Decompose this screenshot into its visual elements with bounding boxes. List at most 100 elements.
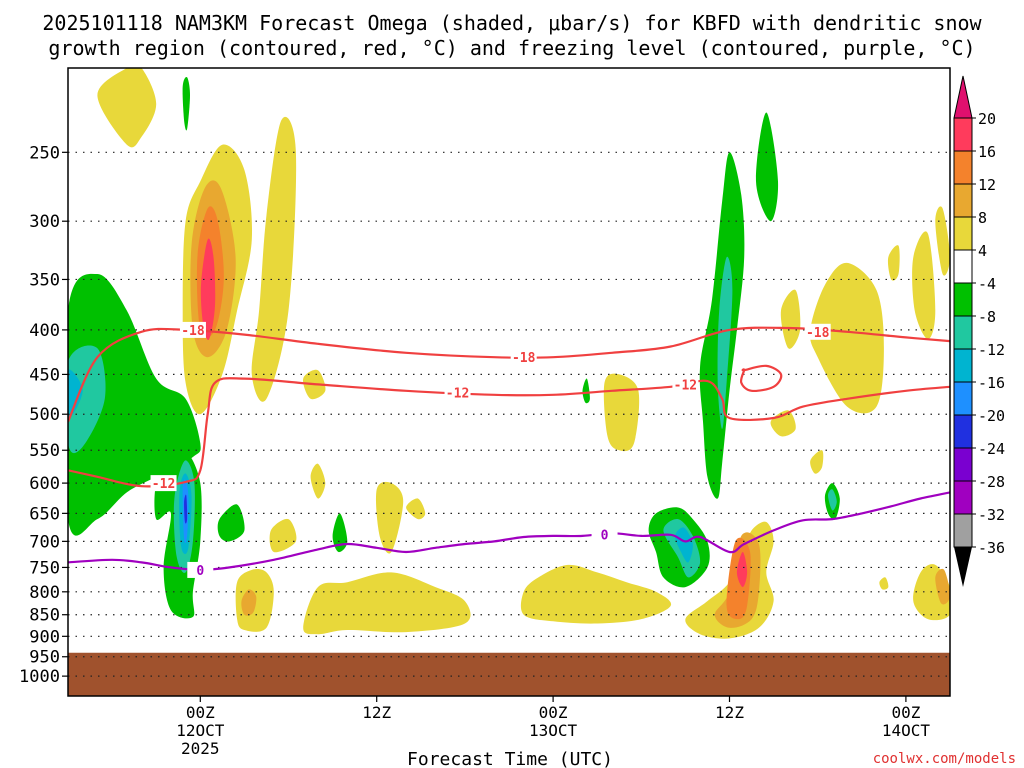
contour-label-bg-3 [150, 475, 177, 492]
omega-region-27 [603, 373, 640, 452]
chart-title-line1: 2025101118 NAM3KM Forecast Omega (shaded… [42, 11, 982, 35]
omega-region-41 [810, 262, 884, 414]
y-tick-label-950: 950 [29, 648, 60, 668]
colorbar-label-11: -28 [978, 473, 1005, 491]
x-tick-label-4-1: 14OCT [882, 721, 931, 740]
y-tick-label-450: 450 [29, 365, 60, 385]
omega-region-50 [879, 577, 889, 590]
omega-region-23 [375, 481, 404, 554]
colorbar-swatch-5 [953, 282, 973, 317]
omega-shading [68, 68, 950, 639]
omega-region-18 [269, 518, 297, 553]
ground-fill [68, 652, 950, 696]
x-tick-label-0-0: 00Z [186, 703, 215, 722]
contour-label-t_minus18: -18 [181, 324, 205, 339]
omega-region-40 [828, 489, 837, 511]
y-tick-label-600: 600 [29, 474, 60, 494]
x-tick-label-2-1: 13OCT [529, 721, 578, 740]
colorbar-label-3: 8 [978, 209, 987, 227]
colorbar-label-10: -24 [978, 440, 1005, 458]
contour-label-freezing: 0 [196, 564, 204, 579]
omega-region-10 [68, 369, 83, 419]
omega-region-49 [935, 568, 950, 605]
colorbar-swatch-2 [953, 183, 973, 218]
y-axis-ticks: 2503003504004505005506006507007508008509… [19, 143, 68, 687]
contour-label-bg-1 [510, 349, 537, 366]
chart-title-line2: growth region (contoured, red, °C) and f… [48, 36, 975, 60]
colorbar-swatch-0 [953, 117, 973, 152]
contour-lines: -18 -18 -18 -12 -12 -12 0 0 [68, 321, 950, 579]
omega-region-44 [810, 450, 824, 474]
contour-t_minus12 [68, 377, 950, 488]
colorbar-swatch-8 [953, 381, 973, 416]
colorbar-swatch-4 [953, 249, 973, 284]
omega-region-6 [206, 254, 210, 336]
watermark: coolwx.com/models [873, 751, 1016, 767]
omega-region-26 [582, 378, 590, 404]
y-tick-label-800: 800 [29, 583, 60, 603]
colorbar-label-9: -20 [978, 407, 1005, 425]
contour-label-t_minus18: -18 [806, 326, 830, 341]
omega-region-28 [520, 564, 672, 624]
omega-region-15 [184, 494, 188, 524]
colorbar-swatch-6 [953, 315, 973, 350]
omega-region-21 [310, 463, 326, 499]
colorbar-label-4: 4 [978, 242, 987, 260]
colorbar-label-13: -36 [978, 539, 1005, 557]
omega-region-24 [303, 572, 471, 635]
omega-region-9 [68, 345, 106, 454]
y-tick-label-400: 400 [29, 321, 60, 341]
contour-label-bg-6 [187, 561, 214, 578]
colorbar-label-12: -32 [978, 506, 1005, 524]
y-tick-label-650: 650 [29, 504, 60, 524]
colorbar-label-8: -16 [978, 374, 1005, 392]
plot-frame [67, 67, 951, 697]
colorbar-label-7: -12 [978, 341, 1005, 359]
colorbar-swatch-1 [953, 150, 973, 185]
colorbar-top-arrow [953, 75, 973, 119]
contour-label-bg-5 [672, 376, 699, 393]
x-tick-label-0-1: 12OCT [176, 721, 225, 740]
omega-region-16 [217, 504, 245, 542]
y-tick-label-300: 300 [29, 212, 60, 232]
omega-region-20 [241, 589, 257, 616]
y-tick-label-1000: 1000 [19, 667, 60, 687]
contour-t_minus12_loop [739, 364, 783, 393]
y-tick-label-500: 500 [29, 405, 60, 425]
y-tick-label-700: 700 [29, 532, 60, 552]
omega-region-1 [182, 76, 190, 131]
contour-label-bg-0 [179, 321, 206, 338]
contour-label-bg-7 [591, 526, 618, 543]
y-tick-label-900: 900 [29, 627, 60, 647]
omega-region-45 [935, 206, 950, 276]
colorbar-swatch-10 [953, 447, 973, 482]
y-tick-label-550: 550 [29, 441, 60, 461]
omega-region-35 [736, 552, 748, 588]
colorbar-label-2: 12 [978, 176, 996, 194]
contour-freezing [68, 491, 950, 572]
colorbar-swatch-9 [953, 414, 973, 449]
x-tick-label-3-0: 12Z [715, 703, 744, 722]
colorbar-swatch-12 [953, 513, 973, 548]
x-tick-label-2-0: 00Z [539, 703, 568, 722]
colorbar-label-6: -8 [978, 308, 996, 326]
colorbar-label-5: -4 [978, 275, 996, 293]
omega-region-25 [406, 498, 426, 520]
omega-region-37 [717, 256, 733, 429]
colorbar-swatch-7 [953, 348, 973, 383]
contour-label-freezing: 0 [601, 528, 609, 543]
y-tick-label-850: 850 [29, 606, 60, 626]
omega-region-38 [755, 112, 779, 222]
plot-area: -18 -18 -18 -12 -12 -12 0 0 250 300 350 400 450 500 5… [19, 67, 951, 758]
omega-region-47 [912, 231, 936, 340]
contour-label-t_minus12: -12 [674, 378, 697, 393]
y-tick-label-350: 350 [29, 270, 60, 290]
contour-label-bg-4 [444, 384, 471, 401]
x-axis-label: Forecast Time (UTC) [407, 749, 613, 768]
colorbar-bottom-arrow [954, 547, 972, 587]
omega-region-46 [887, 245, 900, 281]
colorbar: 20 16 12 8 4 -4 -8 -12 -16 -20 -24 -28 -32 -36 [953, 75, 1005, 587]
contour-label-t_minus12: -12 [446, 386, 469, 401]
